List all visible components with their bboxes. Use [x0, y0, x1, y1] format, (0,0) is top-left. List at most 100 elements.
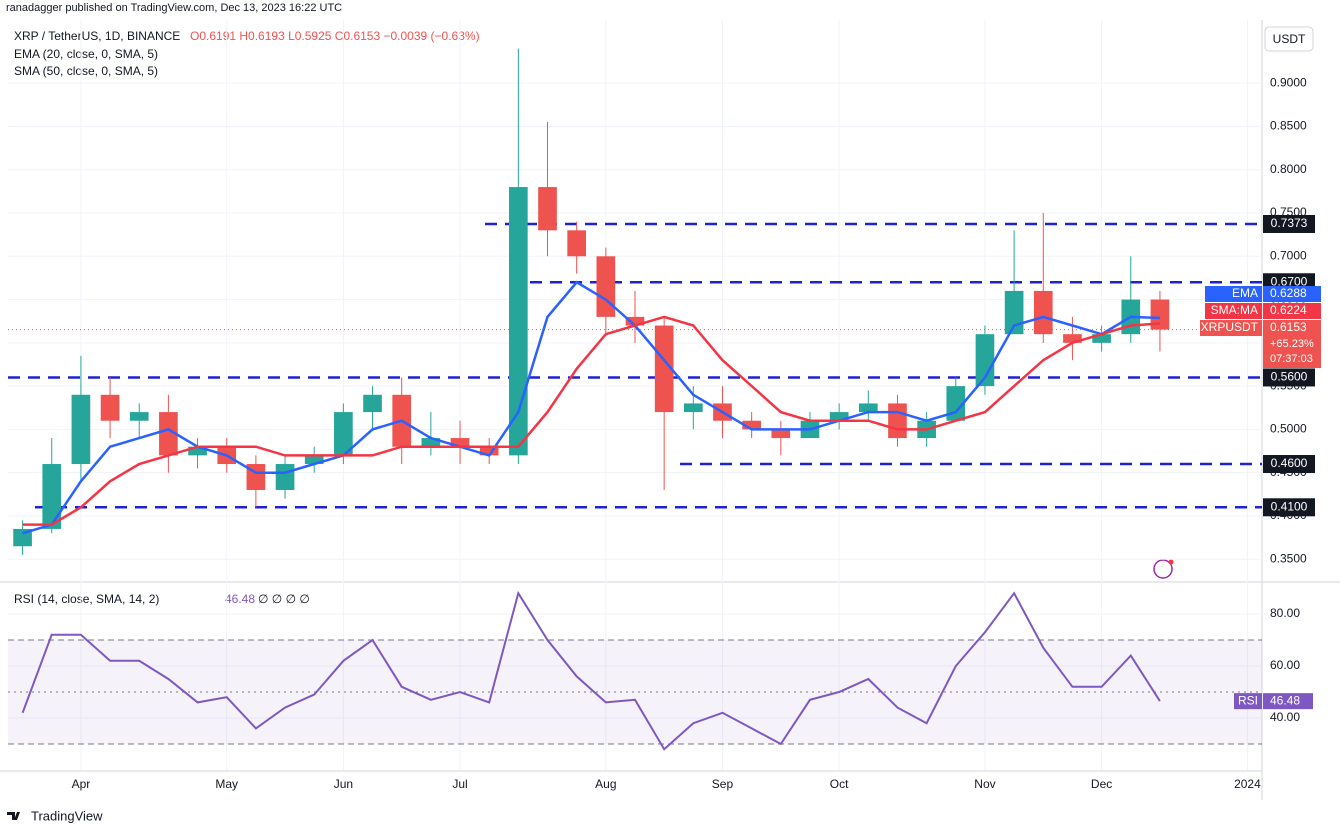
level-label: 0.6700	[1271, 274, 1308, 288]
candle-body	[129, 412, 149, 421]
currency-button[interactable]	[1264, 26, 1314, 52]
candle-body	[1033, 290, 1053, 335]
level-badge	[1263, 215, 1315, 234]
candle-body	[450, 438, 470, 447]
x-tick-label: Jul	[452, 777, 467, 791]
rsi-badge-box	[1263, 693, 1313, 710]
badge-name: SMA:MA	[1211, 303, 1258, 317]
x-tick-label: Sep	[712, 777, 734, 791]
candle-body	[654, 325, 674, 413]
y-tick-label: 60.00	[1270, 658, 1300, 672]
sma-legend: SMA (50, close, 0, SMA, 5)	[14, 64, 158, 78]
candle-body	[1063, 334, 1082, 343]
candle-body	[625, 316, 645, 326]
badge-name-box	[1205, 303, 1262, 319]
last-badge-name: XRPUSDT	[1201, 320, 1259, 334]
y-tick-label: 0.7000	[1270, 248, 1307, 262]
candle-body	[1150, 299, 1170, 330]
candle-body	[1092, 334, 1111, 343]
y-tick-label: 0.3500	[1270, 551, 1307, 565]
candle-body	[479, 446, 499, 456]
x-tick-label: Jun	[334, 777, 353, 791]
grid	[8, 20, 1262, 770]
rsi-legend-extra: ∅ ∅ ∅ ∅	[258, 592, 310, 606]
candle-body	[771, 429, 791, 439]
candle-body	[509, 187, 528, 456]
badge-value: 0.6288	[1270, 286, 1307, 300]
badge-value-box	[1263, 303, 1321, 319]
level-badge	[1263, 498, 1315, 517]
x-tick-label: Aug	[595, 777, 616, 791]
rsi-badge-name-box	[1234, 693, 1262, 710]
candle-body	[188, 446, 207, 456]
flash-icon[interactable]	[1153, 559, 1173, 579]
last-price: 0.6153	[1270, 320, 1307, 334]
ema-legend: EMA (20, close, 0, SMA, 5)	[14, 47, 158, 61]
candle-body	[858, 403, 878, 413]
candle-body	[13, 528, 32, 547]
candle-body	[683, 403, 703, 413]
x-tick-label: 2024	[1234, 777, 1261, 791]
symbol-title: XRP / TetherUS, 1D, BINANCE	[14, 29, 180, 43]
x-tick-label: May	[215, 777, 238, 791]
candle-body	[538, 187, 557, 231]
badge-name: EMA	[1232, 286, 1258, 300]
candle-body	[421, 438, 441, 447]
change: +65.23%	[1270, 338, 1314, 350]
candle-body	[975, 334, 995, 387]
rsi-band	[8, 639, 1262, 744]
countdown: 07:37:03	[1270, 353, 1313, 365]
flash-dot	[1168, 559, 1174, 565]
rsi-legend-value: 46.48	[225, 592, 255, 606]
marks	[8, 48, 1262, 751]
candle-body	[275, 464, 295, 490]
candle-body	[742, 420, 761, 430]
indicator-line	[22, 315, 1160, 526]
candle-body	[567, 230, 587, 257]
badge-value: 0.6224	[1270, 303, 1307, 317]
level-label: 0.5600	[1271, 370, 1308, 384]
y-tick-label: 0.8500	[1270, 119, 1307, 133]
y-tick-label: 80.00	[1270, 606, 1300, 620]
x-tick-label: Oct	[830, 777, 849, 791]
candle-body	[42, 464, 62, 529]
y-tick-label: 0.8000	[1270, 162, 1307, 176]
y-tick-label: 40.00	[1270, 710, 1300, 724]
candle-body	[71, 394, 91, 465]
level-badge	[1263, 368, 1315, 387]
candle-body	[304, 455, 324, 465]
candle-body	[159, 412, 178, 456]
x-tick-label: Nov	[974, 777, 995, 791]
rsi-badge-value: 46.48	[1270, 693, 1300, 707]
currency[interactable]: USDT	[1273, 32, 1306, 46]
level-label: 0.4600	[1271, 456, 1308, 470]
indicator-line	[21, 590, 1161, 751]
ohlc-legend: O0.6191 H0.6193 L0.5925 C0.6153 −0.0039 …	[190, 29, 480, 43]
y-tick-label: 0.5000	[1270, 422, 1307, 436]
candle-body	[946, 386, 966, 421]
rsi-badge-name: RSI	[1238, 693, 1258, 707]
level-label: 0.4100	[1271, 499, 1308, 513]
candle-body	[363, 394, 382, 413]
overlay: 0.35000.40000.45000.50000.55000.60000.65…	[72, 75, 1321, 791]
x-tick-label: Apr	[72, 777, 91, 791]
publisher: ranadagger published on TradingView.com,…	[6, 2, 342, 14]
rsi-legend: RSI (14, close, SMA, 14, 2)	[14, 592, 159, 606]
level-label: 0.7373	[1271, 216, 1308, 230]
level-badge	[1263, 455, 1315, 474]
tv-logo: TradingView	[7, 808, 103, 823]
badge-value-box	[1263, 286, 1321, 302]
candle-body	[829, 412, 849, 421]
x-tick-label: Dec	[1091, 777, 1112, 791]
candle-body	[100, 394, 120, 421]
badge-name-box	[1205, 286, 1262, 302]
brand: TradingView	[31, 808, 103, 823]
candle-body	[888, 403, 907, 439]
indicator-line	[22, 280, 1160, 535]
candle-body	[334, 412, 353, 456]
last-badge-name-box	[1200, 320, 1262, 336]
last-badge-box	[1263, 320, 1321, 368]
candle-body	[596, 256, 616, 317]
